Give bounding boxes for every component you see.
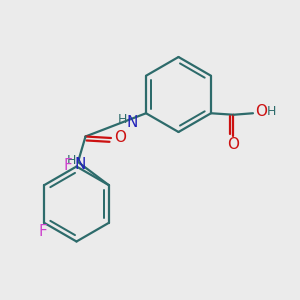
Text: O: O (227, 136, 239, 152)
Text: O: O (255, 104, 267, 119)
Text: N: N (75, 157, 86, 172)
Text: H: H (67, 154, 76, 167)
Text: F: F (38, 224, 47, 239)
Text: H: H (266, 105, 276, 118)
Text: F: F (63, 158, 72, 173)
Text: N: N (127, 115, 138, 130)
Text: O: O (114, 130, 126, 146)
Text: H: H (118, 113, 128, 126)
